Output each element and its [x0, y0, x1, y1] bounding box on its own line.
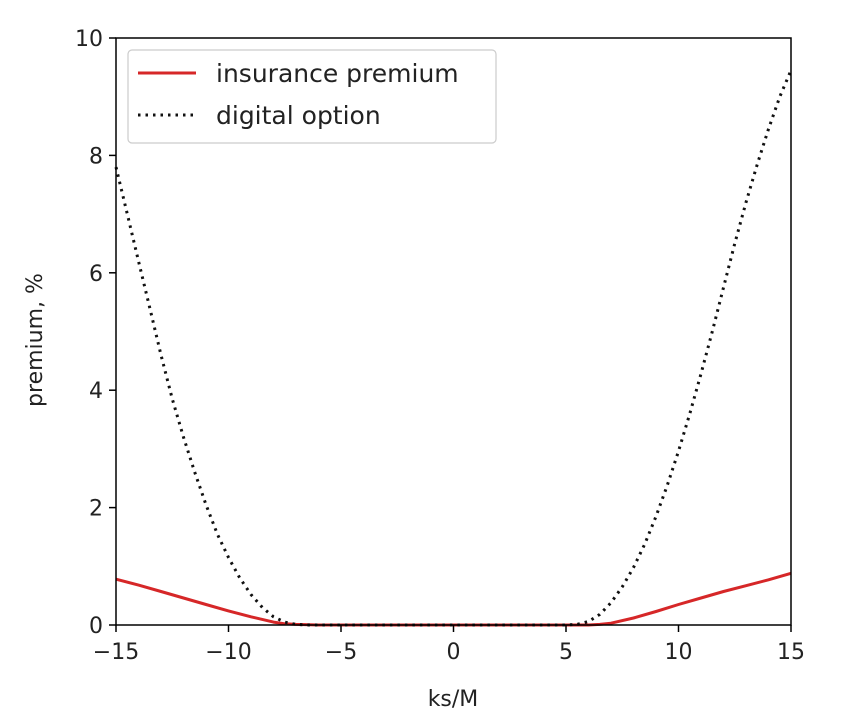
- y-axis-label: premium, %: [23, 273, 48, 407]
- x-tick-label: −5: [325, 640, 357, 665]
- x-axis-ticks: −15 −10 −5 0 5 10 15: [93, 625, 805, 665]
- x-axis-label: ks/M: [428, 687, 479, 712]
- y-tick-label: 2: [89, 497, 103, 522]
- y-tick-label: 10: [75, 27, 103, 52]
- legend: insurance premium digital option: [127, 49, 497, 144]
- series-line-insurance-premium: [115, 571, 792, 627]
- series-line-digital-option: [114, 69, 793, 627]
- legend-label-insurance-premium: insurance premium: [216, 59, 459, 88]
- x-tick-label: −10: [205, 640, 251, 665]
- x-tick-label: 15: [777, 640, 805, 665]
- legend-label-digital-option: digital option: [216, 101, 381, 130]
- y-axis-ticks: 0 2 4 6 8 10: [75, 27, 116, 639]
- x-tick-label: 5: [559, 640, 573, 665]
- x-tick-label: −15: [93, 640, 139, 665]
- y-tick-label: 8: [89, 144, 103, 169]
- y-tick-label: 4: [89, 379, 103, 404]
- plot-lines: [114, 69, 793, 627]
- x-tick-label: 10: [665, 640, 693, 665]
- y-tick-label: 0: [89, 614, 103, 639]
- y-tick-label: 6: [89, 262, 103, 287]
- legend-box: [127, 49, 497, 144]
- x-tick-label: 0: [447, 640, 461, 665]
